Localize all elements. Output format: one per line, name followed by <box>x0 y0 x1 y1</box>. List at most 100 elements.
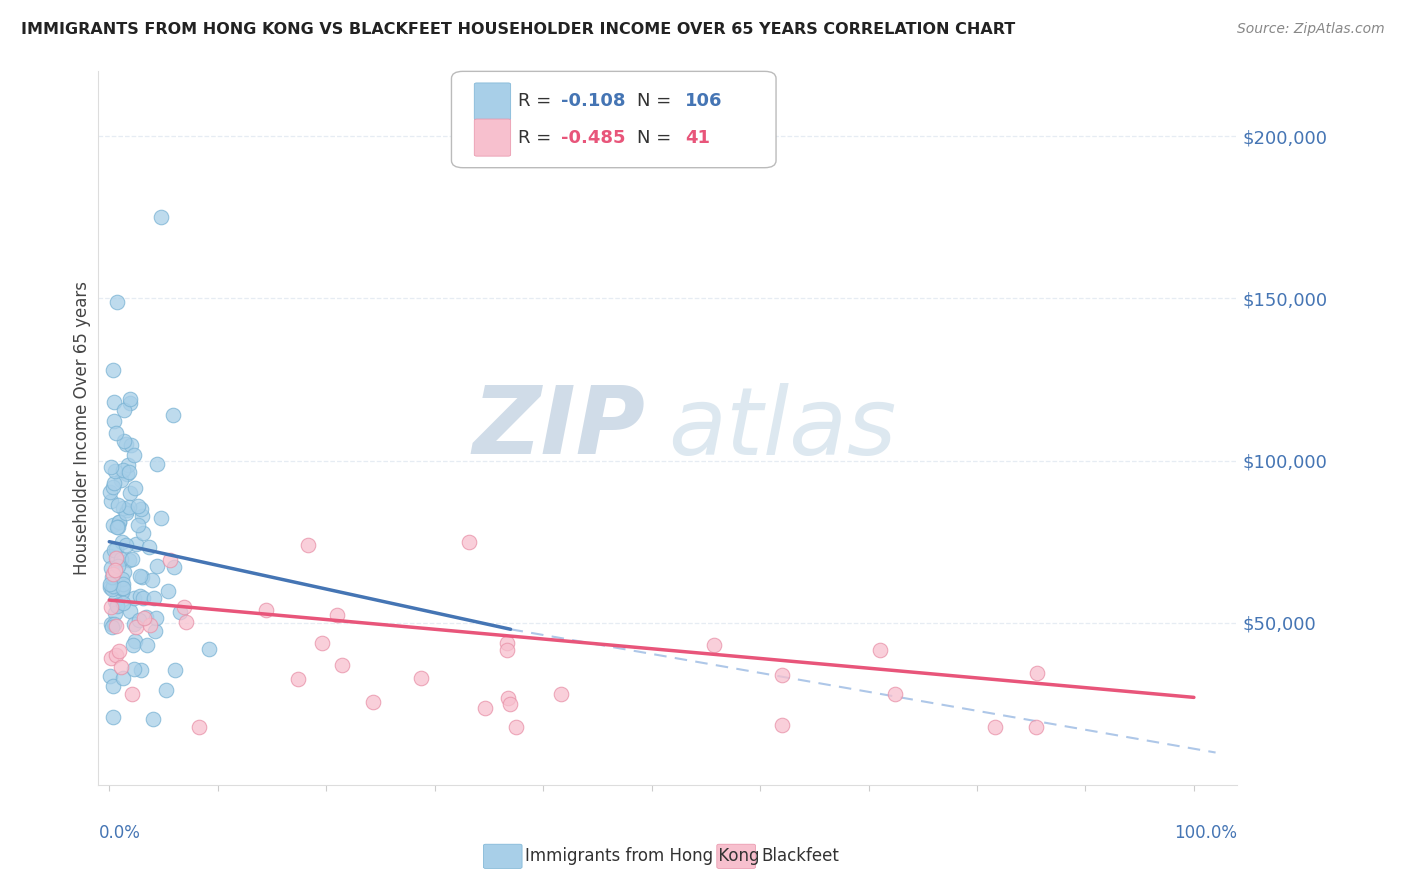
Text: atlas: atlas <box>668 383 896 474</box>
Point <box>297 537 319 551</box>
Point <box>117 458 139 472</box>
Text: -0.108: -0.108 <box>561 93 626 111</box>
Point <box>100 494 122 508</box>
Point <box>128 613 150 627</box>
Text: Source: ZipAtlas.com: Source: ZipAtlas.com <box>1237 22 1385 37</box>
Point <box>105 599 128 614</box>
Point <box>474 701 496 715</box>
Point <box>124 634 146 648</box>
Point <box>135 609 157 624</box>
Point <box>143 624 166 638</box>
Point <box>110 585 132 599</box>
Point <box>107 520 129 534</box>
Point <box>132 591 155 605</box>
Point <box>114 437 136 451</box>
Point <box>499 697 522 711</box>
Point <box>100 561 122 575</box>
Point <box>118 485 141 500</box>
Point <box>409 672 432 686</box>
Point <box>703 639 725 653</box>
Point <box>101 567 124 582</box>
Point <box>105 598 128 612</box>
Point <box>198 641 221 656</box>
Point <box>361 695 384 709</box>
Point <box>111 573 134 587</box>
Point <box>122 638 145 652</box>
Y-axis label: Householder Income Over 65 years: Householder Income Over 65 years <box>73 281 91 575</box>
Point <box>129 502 152 516</box>
Point <box>131 525 153 540</box>
Point <box>108 644 131 658</box>
Point <box>112 403 135 417</box>
Point <box>118 553 141 567</box>
Text: N =: N = <box>637 93 678 111</box>
Point <box>150 211 173 225</box>
Point <box>115 467 138 481</box>
Point <box>105 542 128 557</box>
Point <box>105 553 128 567</box>
Point <box>111 671 134 685</box>
Point <box>325 607 347 622</box>
Point <box>118 500 141 514</box>
Point <box>101 480 124 494</box>
Point <box>104 607 127 621</box>
Point <box>110 660 132 674</box>
Point <box>107 516 129 530</box>
Point <box>101 570 124 584</box>
Point <box>145 611 167 625</box>
Text: R =: R = <box>517 128 557 146</box>
Point <box>496 643 519 657</box>
Point <box>118 396 141 410</box>
Point <box>132 610 155 624</box>
FancyBboxPatch shape <box>474 83 510 120</box>
Text: IMMIGRANTS FROM HONG KONG VS BLACKFEET HOUSEHOLDER INCOME OVER 65 YEARS CORRELAT: IMMIGRANTS FROM HONG KONG VS BLACKFEET H… <box>21 22 1015 37</box>
Point <box>107 558 129 573</box>
Point <box>103 363 125 377</box>
Point <box>105 294 128 309</box>
Point <box>111 535 134 549</box>
Text: 100.0%: 100.0% <box>1174 824 1237 842</box>
FancyBboxPatch shape <box>717 844 755 869</box>
Point <box>129 663 152 677</box>
Point <box>101 518 124 533</box>
Point <box>112 596 135 610</box>
Point <box>101 620 124 634</box>
Point <box>112 434 135 449</box>
Point <box>287 672 309 686</box>
Text: ZIP: ZIP <box>472 382 645 475</box>
Point <box>174 615 197 629</box>
Text: Blackfeet: Blackfeet <box>761 847 839 865</box>
Point <box>111 581 134 595</box>
Point <box>114 537 136 551</box>
Point <box>98 577 121 591</box>
Point <box>110 473 132 487</box>
Point <box>101 582 124 597</box>
Point <box>98 549 121 563</box>
Point <box>101 680 124 694</box>
Point <box>142 712 165 726</box>
Point <box>117 465 139 479</box>
Point <box>100 599 122 614</box>
Point <box>120 438 142 452</box>
Point <box>101 710 124 724</box>
Point <box>110 552 132 566</box>
Point <box>105 520 128 534</box>
Point <box>770 718 793 732</box>
Point <box>115 503 138 517</box>
Point <box>125 620 148 634</box>
Point <box>1026 666 1049 681</box>
Point <box>104 562 127 576</box>
Point <box>505 720 527 734</box>
Text: Immigrants from Hong Kong: Immigrants from Hong Kong <box>526 847 761 865</box>
FancyBboxPatch shape <box>451 71 776 168</box>
FancyBboxPatch shape <box>474 119 510 156</box>
Point <box>105 425 128 440</box>
Point <box>156 584 179 599</box>
Point <box>146 559 169 574</box>
Point <box>100 650 122 665</box>
Point <box>498 690 520 705</box>
Point <box>105 550 128 565</box>
Point <box>496 635 519 649</box>
Point <box>135 638 157 652</box>
Point <box>984 720 1007 734</box>
